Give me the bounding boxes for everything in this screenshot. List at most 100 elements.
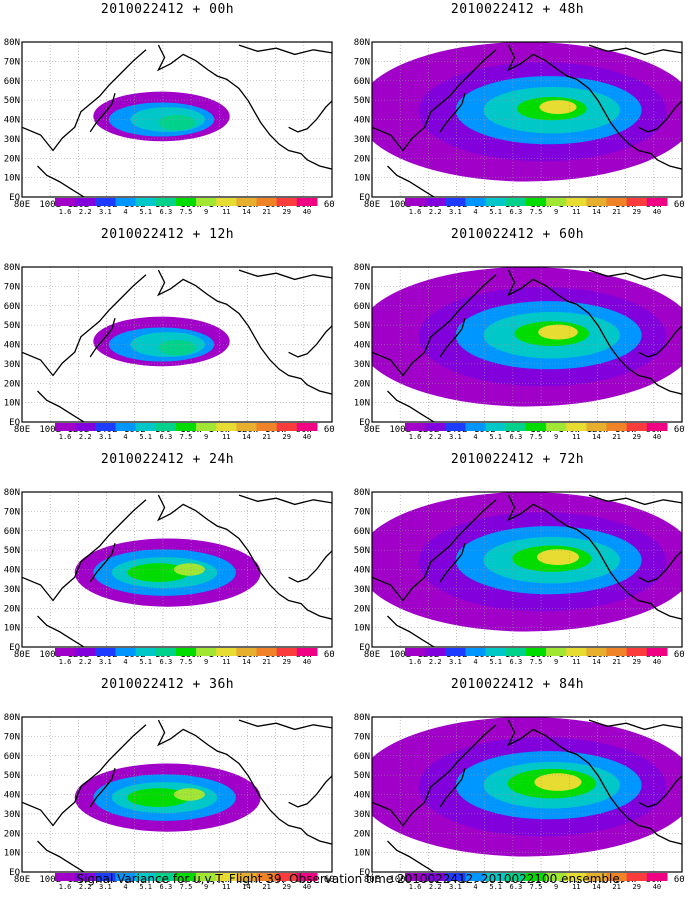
colorbar-label: 29 [283,658,291,665]
colorbar-label: 7.5 [530,883,543,890]
lon-tick-label: 100E [389,425,411,435]
colorbar-swatch [405,423,426,431]
variance-map: 80N70N60N50N40N30N20N10NEQ80E100E120E140… [354,713,685,890]
colorbar-swatch [175,198,197,206]
colorbar-swatch [646,648,668,656]
colorbar-swatch [196,198,217,206]
colorbar-swatch [425,873,446,881]
colorbar-swatch [525,423,547,431]
colorbar-label: 6.3 [160,658,173,665]
colorbar-swatch [75,873,96,881]
colorbar-label: 11 [572,208,580,215]
colorbar-label: 14 [242,433,250,440]
colorbar-swatch [135,198,157,206]
lat-tick-label: 50N [354,771,370,781]
colorbar-swatch [566,198,587,206]
lon-tick-label: 100E [39,200,61,210]
lon-tick-label: 80E [14,200,30,210]
lon-tick-label: 100E [39,650,61,660]
panel-title: 2010022412 + 00h [100,2,235,17]
colorbar-label: 14 [592,433,600,440]
coastlines [372,269,682,422]
colorbar-label: 1.6 [59,883,72,890]
lat-tick-label: 70N [4,732,20,742]
panel-title: 2010022412 + 24h [100,452,235,467]
colorbar-swatch [115,423,137,431]
colorbar-label: 11 [572,658,580,665]
lat-tick-label: 50N [4,96,20,106]
colorbar-label: 40 [303,208,311,215]
colorbar-label: 1.6 [409,658,422,665]
colorbar-swatch [525,648,547,656]
colorbar-label: 40 [653,208,661,215]
colorbar-swatch [586,423,608,431]
lat-tick-label: 10N [4,174,20,184]
colorbar-label: 6.3 [160,883,173,890]
colorbar-swatch [276,198,298,206]
colorbar-label: 7.5 [530,658,543,665]
colorbar-label: 6.3 [510,658,523,665]
map-panel: 2010022412 + 12h 80N 70N 60N 50N 40N 30N 20N 10N… [0,225,335,440]
colorbar-swatch [236,423,258,431]
figure-caption: Signal Variance for u,v,T. Flight 39. Ob… [76,872,624,886]
colorbar-swatch [256,648,278,656]
colorbar-label: 40 [303,883,311,890]
colorbar-swatch [626,873,648,881]
colorbar-swatch [425,648,446,656]
colorbar-swatch [236,198,258,206]
colorbar-label: 5.1 [139,208,152,215]
colorbar-label: 4 [473,658,477,665]
lat-tick-label: 20N [4,154,20,164]
colorbar-label: 2.2 [429,883,442,890]
variance-shading [372,717,682,857]
lat-tick-label: 80N [4,713,20,723]
colorbar: 1.6 2.2 3.1 4 5.1 6.3 7.5 9 11 14 21 29 40 [405,648,668,665]
variance-shading [74,763,261,832]
colorbar-label: 9 [554,208,558,215]
colorbar-swatch [646,198,668,206]
colorbar-swatch [445,423,466,431]
colorbar-swatch [525,873,547,881]
colorbar-swatch [276,423,298,431]
colorbar-label: 9 [554,658,558,665]
colorbar-swatch [445,873,466,881]
colorbar-swatch [505,873,527,881]
lat-tick-label: 60N [4,77,20,87]
colorbar-swatch [546,873,567,881]
colorbar: 1.6 2.2 3.1 4 5.1 6.3 7.5 9 11 14 21 29 40 [405,423,668,440]
panel-title: 2010022412 + 48h [450,2,585,17]
lat-tick-label: 60N [4,752,20,762]
colorbar-swatch [55,873,76,881]
map-panel: 2010022412 + 48h 80N 70N 60N 50N 40N 30N 20N 10N… [350,0,685,215]
colorbar-swatch [75,648,96,656]
panel-title: 2010022412 + 60h [450,227,585,242]
variance-shading [74,538,261,607]
colorbar-swatch [276,873,298,881]
coastlines [22,719,332,872]
colorbar-swatch [256,423,278,431]
colorbar: 1.6 2.2 3.1 4 5.1 6.3 7.5 9 11 14 21 29 40 [55,423,318,440]
lat-tick-label: 10N [4,624,20,634]
colorbar-swatch [505,423,527,431]
colorbar-label: 21 [612,433,620,440]
colorbar-swatch [55,423,76,431]
colorbar-label: 29 [633,433,641,440]
lat-tick-label: 20N [4,379,20,389]
colorbar-swatch [256,198,278,206]
lat-tick-label: 30N [354,135,370,145]
lat-lon-grid [372,492,682,647]
colorbar-label: 6.3 [160,433,173,440]
map-panel: 2010022412 + 00h 80N 70N 60N 50N 40N 30N 20N 10N… [0,0,335,215]
colorbar-swatch [546,648,567,656]
colorbar-swatch [566,873,587,881]
colorbar-swatch [646,873,668,881]
colorbar-label: 21 [262,433,270,440]
lat-tick-label: 20N [354,829,370,839]
lon-tick-label: 80E [14,875,30,885]
colorbar-swatch [405,873,426,881]
colorbar-label: 2.2 [79,883,92,890]
colorbar-label: 4 [473,208,477,215]
colorbar-label: 29 [633,208,641,215]
colorbar-swatch [405,648,426,656]
colorbar-label: 9 [204,883,208,890]
